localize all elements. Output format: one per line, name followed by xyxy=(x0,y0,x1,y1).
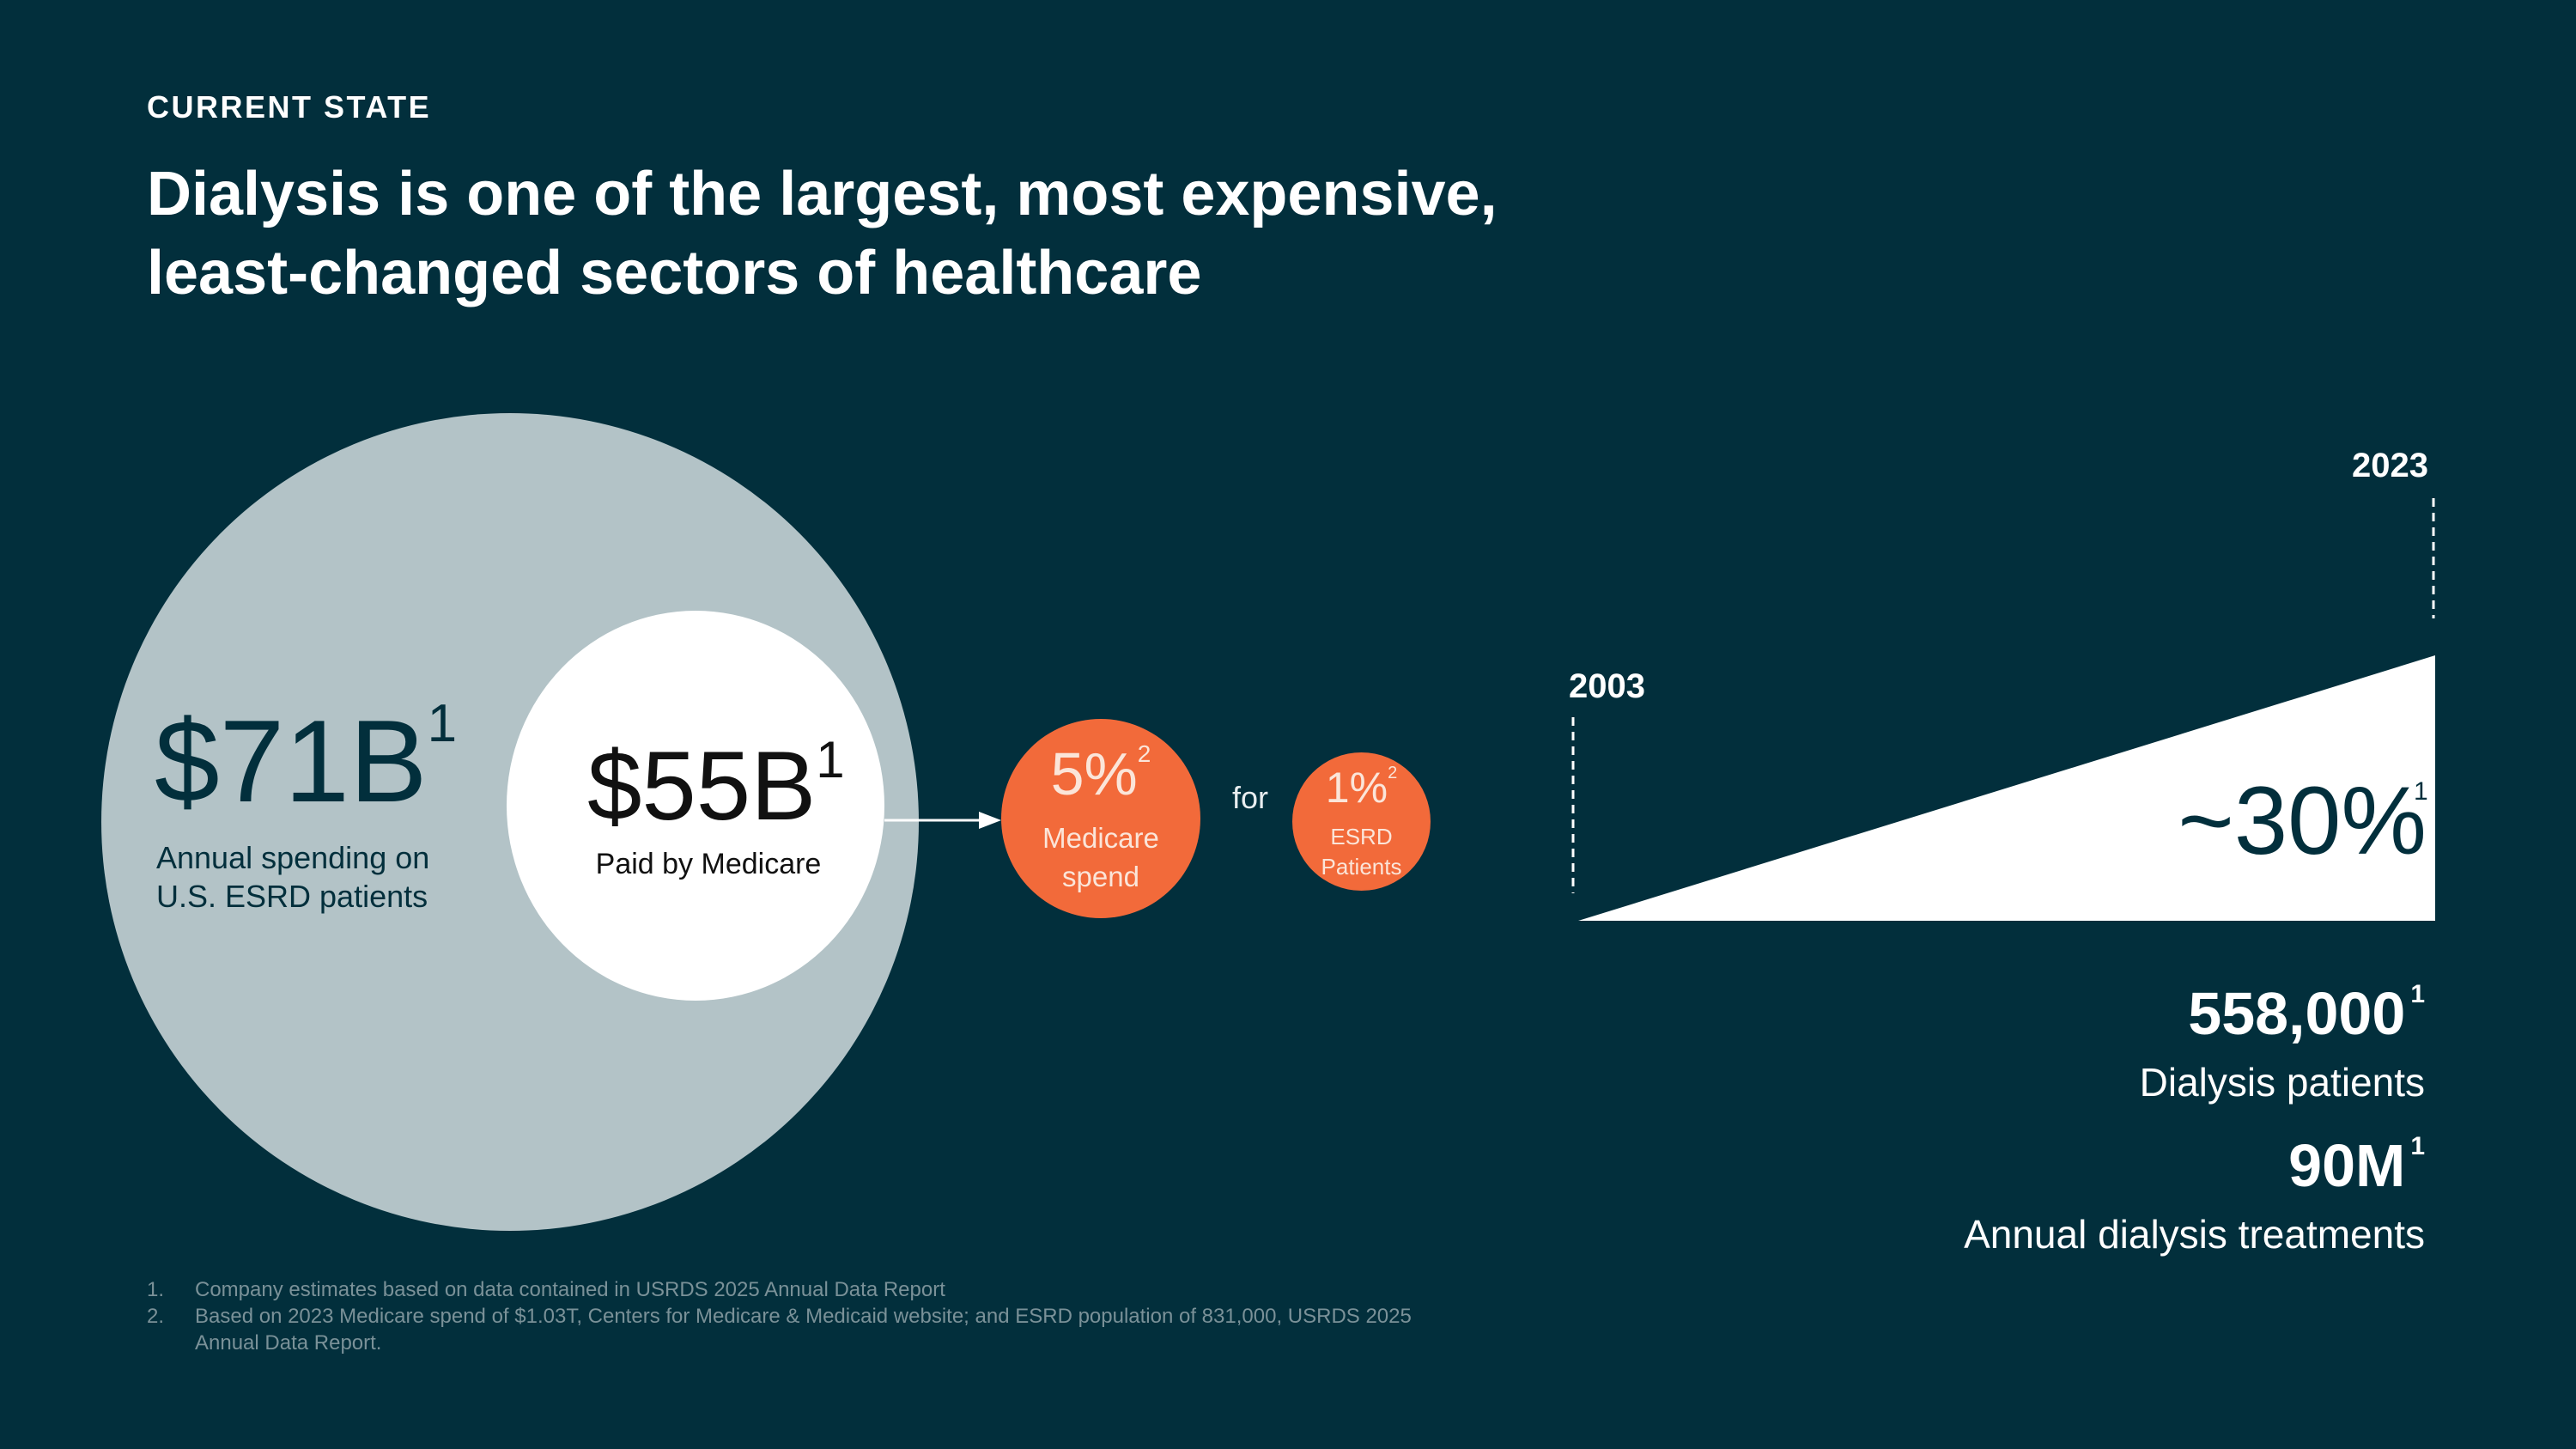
section-eyebrow: CURRENT STATE xyxy=(147,89,432,125)
start-year-label: 2003 xyxy=(1569,667,1645,705)
total-spending-label-line-1: Annual spending on xyxy=(156,840,430,875)
medicare-spending-circle xyxy=(507,611,884,1001)
footnotes: 1. Company estimates based on data conta… xyxy=(147,1276,1435,1356)
total-spending-label: Annual spending on U.S. ESRD patients xyxy=(156,838,429,916)
page-title: Dialysis is one of the largest, most exp… xyxy=(147,155,1778,313)
patient-share-circle xyxy=(1292,752,1431,891)
growth-wedge-graphic xyxy=(1571,498,2435,921)
medicare-share-label: Medicare spend xyxy=(1001,819,1200,896)
stat-annual-treatments-number: 90M xyxy=(2288,1132,2406,1199)
medicare-share-value: 5%2 xyxy=(1001,742,1200,805)
patient-share-value: 1%2 xyxy=(1292,764,1431,812)
footnote-number: 1. xyxy=(147,1278,165,1301)
total-spending-value: $71B1 xyxy=(155,697,457,820)
stat-dialysis-patients-value: 558,000 1 xyxy=(2140,980,2425,1047)
medicare-share-circle xyxy=(1001,719,1200,918)
medicare-share-footnote-ref: 2 xyxy=(1137,740,1151,767)
end-year-label: 2023 xyxy=(2352,447,2428,484)
stat-dialysis-patients: 558,000 1 Dialysis patients xyxy=(2139,980,2425,1106)
medicare-spending-footnote-ref: 1 xyxy=(816,731,845,788)
medicare-share-label-line-1: Medicare xyxy=(1042,822,1159,854)
patient-share-label-line-1: ESRD xyxy=(1330,824,1393,849)
patient-share-footnote-ref: 2 xyxy=(1388,764,1398,782)
stat-annual-treatments-label: Annual dialysis treatments xyxy=(1964,1212,2425,1257)
page-title-line-2: least-changed sectors of healthcare xyxy=(147,239,1202,307)
stat-annual-treatments-value: 90M 1 xyxy=(1964,1132,2425,1199)
stat-annual-treatments: 90M 1 Annual dialysis treatments xyxy=(1964,1132,2425,1258)
footnote-text: Based on 2023 Medicare spend of $1.03T, … xyxy=(195,1305,1412,1355)
connector-text: for xyxy=(1232,780,1269,815)
footnote-number: 2. xyxy=(147,1305,165,1328)
growth-footnote-ref: 1 xyxy=(2414,777,2428,806)
growth-wedge xyxy=(1578,655,2435,921)
medicare-spending-value: $55B1 xyxy=(587,734,845,836)
stat-dialysis-patients-footnote-ref: 1 xyxy=(2410,980,2425,1008)
total-spending-footnote-ref: 1 xyxy=(427,694,458,753)
footnote-item: 1. Company estimates based on data conta… xyxy=(147,1276,1435,1303)
patient-share-label: ESRD Patients xyxy=(1292,822,1431,882)
stat-dialysis-patients-label: Dialysis patients xyxy=(2139,1060,2425,1105)
growth-value: ~30% xyxy=(2178,767,2427,874)
total-spending-label-line-2: U.S. ESRD patients xyxy=(156,879,428,914)
medicare-share-label-line-2: spend xyxy=(1062,861,1139,892)
total-spending-amount: $71B xyxy=(155,696,428,826)
footnote-item: 2. Based on 2023 Medicare spend of $1.03… xyxy=(147,1303,1435,1356)
patient-share-label-line-2: Patients xyxy=(1321,854,1402,880)
stat-dialysis-patients-number: 558,000 xyxy=(2188,980,2406,1047)
medicare-spending-label: Paid by Medicare xyxy=(595,848,822,880)
arrow-right-icon xyxy=(884,812,1001,829)
patient-share-percent: 1% xyxy=(1325,764,1388,812)
footnote-text: Company estimates based on data containe… xyxy=(195,1278,945,1301)
medicare-spending-amount: $55B xyxy=(587,732,817,841)
medicare-share-percent: 5% xyxy=(1050,740,1138,807)
stat-annual-treatments-footnote-ref: 1 xyxy=(2410,1132,2425,1160)
page-title-line-1: Dialysis is one of the largest, most exp… xyxy=(147,160,1498,228)
